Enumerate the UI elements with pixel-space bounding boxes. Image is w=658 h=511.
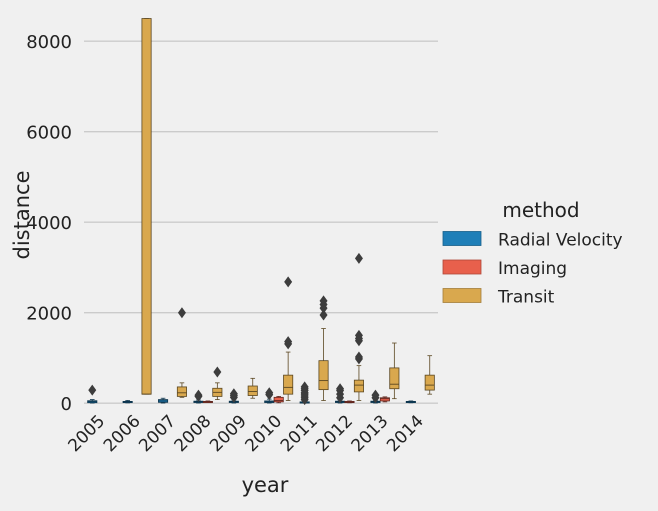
box-radial-velocity-2008 — [193, 389, 204, 404]
legend-item-transit: Transit — [442, 288, 555, 308]
box-body — [283, 374, 294, 395]
box-radial-velocity-2013 — [370, 389, 381, 404]
y-tick-label: 6000 — [26, 123, 72, 144]
box-radial-velocity-2010 — [264, 387, 275, 404]
y-tick-label: 0 — [61, 394, 72, 415]
box-imaging-2008 — [202, 400, 213, 404]
outlier-point — [336, 383, 345, 395]
outlier-point — [300, 381, 309, 393]
box-radial-velocity-2006 — [122, 400, 133, 404]
outlier-point — [284, 336, 293, 348]
box-body — [247, 385, 258, 396]
box-transit-2007 — [176, 307, 187, 398]
box-body — [353, 379, 364, 393]
box-body — [141, 18, 152, 395]
legend-swatch — [442, 288, 482, 303]
box-transit-2012 — [353, 252, 364, 401]
outlier-point — [88, 384, 97, 396]
box-transit-2011 — [318, 295, 329, 401]
x-axis-label: year — [242, 473, 289, 497]
legend-item-imaging: Imaging — [442, 259, 567, 279]
y-tick-label: 4000 — [26, 213, 72, 234]
box-transit-2013 — [389, 342, 400, 400]
box-imaging-2013 — [379, 396, 390, 403]
y-tick-labels: 0 2000 4000 6000 8000 — [26, 32, 72, 415]
legend-label: Transit — [497, 288, 555, 308]
box-radial-velocity-2009 — [228, 388, 239, 404]
box-body — [176, 386, 187, 397]
outlier-point — [194, 389, 203, 401]
outlier-point — [354, 329, 363, 341]
box-body — [424, 374, 435, 391]
y-axis-label: distance — [10, 171, 34, 260]
outlier-point — [371, 389, 380, 401]
outlier-point — [354, 351, 363, 363]
box-transit-2008 — [212, 366, 223, 400]
outlier-point — [213, 366, 222, 378]
box-plots — [87, 18, 435, 406]
box-body — [273, 396, 284, 403]
box-transit-2009 — [247, 377, 258, 399]
outlier-point — [319, 295, 328, 307]
outlier-point — [354, 252, 363, 264]
box-radial-velocity-2007 — [158, 397, 169, 404]
outlier-point — [319, 309, 328, 321]
box-imaging-2010 — [273, 396, 284, 404]
legend-item-radial-velocity: Radial Velocity — [442, 231, 623, 251]
outlier-point — [177, 307, 186, 319]
legend-label: Radial Velocity — [498, 231, 623, 251]
outlier-point — [284, 276, 293, 288]
box-radial-velocity-2012 — [335, 383, 346, 404]
box-imaging-2012 — [344, 400, 355, 404]
box-radial-velocity-2011 — [299, 381, 310, 406]
legend-label: Imaging — [498, 259, 567, 279]
outlier-point — [265, 387, 274, 399]
box-body — [389, 367, 400, 390]
legend: method Radial Velocity Imaging Transit — [442, 198, 623, 308]
legend-swatch — [442, 259, 482, 275]
box-transit-2014 — [424, 355, 435, 395]
box-transit-2010 — [283, 276, 294, 401]
y-tick-label: 2000 — [26, 304, 72, 325]
legend-title: method — [502, 198, 579, 222]
box-body — [318, 360, 329, 391]
box-radial-velocity-2005 — [87, 384, 98, 404]
outlier-point — [229, 388, 238, 400]
box-transit-2006 — [141, 18, 152, 395]
box-body — [379, 397, 390, 402]
box-radial-velocity-2014 — [405, 400, 416, 404]
legend-swatch — [442, 231, 482, 246]
y-tick-label: 8000 — [26, 32, 72, 53]
